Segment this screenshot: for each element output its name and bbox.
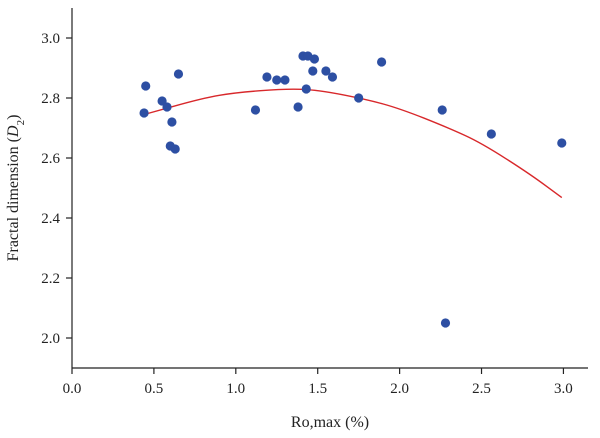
y-axis-title-close: ): [5, 115, 22, 120]
data-point: [301, 84, 311, 94]
x-tick-label: 1.0: [226, 381, 245, 397]
data-point: [309, 54, 320, 64]
y-tick-label: 3.0: [41, 31, 60, 47]
data-point: [262, 72, 272, 82]
data-point: [139, 108, 149, 118]
y-axis-title-subscript: 2: [15, 120, 27, 126]
y-axis-ticks: 2.0 2.2 2.4 2.6 2.8 3.0: [41, 31, 72, 347]
y-axis-title-symbol: D: [5, 125, 22, 138]
data-point: [308, 66, 318, 76]
fit-curve: [143, 88, 563, 199]
y-axis-title: Fractal dimension (D2): [5, 115, 27, 262]
data-point: [250, 105, 261, 115]
x-axis-title: Ro,max (%): [291, 414, 369, 431]
y-tick-label: 2.6: [41, 151, 60, 167]
data-point: [293, 102, 303, 112]
data-point: [321, 66, 331, 76]
y-tick-label: 2.4: [41, 211, 60, 227]
y-tick-label: 2.2: [41, 271, 60, 287]
x-tick-label: 1.5: [308, 381, 327, 397]
data-point: [272, 75, 282, 85]
data-point: [170, 144, 180, 154]
y-tick-label: 2.0: [41, 331, 60, 347]
data-point: [557, 138, 567, 148]
x-tick-label: 0.0: [63, 381, 82, 397]
y-tick-label: 2.8: [41, 91, 60, 107]
data-points: [139, 51, 567, 328]
y-axis-title-text: Fractal dimension (: [5, 137, 22, 261]
x-axis-ticks: 0.0 0.5 1.0 1.5 2.0 2.5 3.0: [63, 368, 573, 397]
plot-area: 0.0 0.5 1.0 1.5 2.0 2.5 3.0 2.0 2.2 2.4 2.6 2.8 3.0: [41, 8, 588, 397]
data-point: [354, 93, 364, 103]
x-tick-label: 3.0: [554, 381, 573, 397]
data-point: [327, 72, 338, 82]
x-tick-label: 2.0: [390, 381, 409, 397]
data-point: [280, 75, 290, 85]
data-point: [377, 57, 387, 67]
data-point: [162, 102, 172, 112]
data-point: [437, 105, 447, 115]
data-point: [173, 69, 184, 79]
data-point: [486, 129, 496, 139]
x-tick-label: 0.5: [145, 381, 164, 397]
data-point: [440, 318, 451, 328]
data-point: [141, 81, 151, 91]
x-tick-label: 2.5: [472, 381, 491, 397]
data-point: [167, 117, 177, 127]
